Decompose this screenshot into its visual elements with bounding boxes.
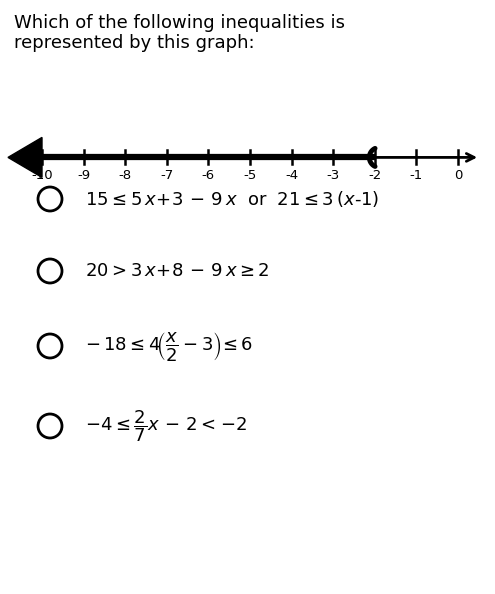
Text: -2: -2 [368, 169, 382, 182]
Text: -4: -4 [285, 169, 298, 182]
Text: $-\,18\leq 4\!\left(\dfrac{x}{2}-3\right)\!\leq 6$: $-\,18\leq 4\!\left(\dfrac{x}{2}-3\right… [85, 330, 253, 362]
Text: $15\leq 5\,x\!+\!3\,-\,9\,x$  or  $21\leq 3\,(x$-$1)$: $15\leq 5\,x\!+\!3\,-\,9\,x$ or $21\leq … [85, 189, 380, 209]
Text: 0: 0 [454, 169, 462, 182]
Text: -8: -8 [119, 169, 132, 182]
Text: -1: -1 [410, 169, 423, 182]
Text: Which of the following inequalities is: Which of the following inequalities is [14, 14, 345, 32]
Circle shape [38, 334, 62, 358]
Text: $20>3\,x\!+\!8\,-\,9\,x\geq 2$: $20>3\,x\!+\!8\,-\,9\,x\geq 2$ [85, 262, 270, 280]
Text: $-4\leq\dfrac{2}{7}x\,-\,2<\!-\!2$: $-4\leq\dfrac{2}{7}x\,-\,2<\!-\!2$ [85, 408, 248, 444]
Text: represented by this graph:: represented by this graph: [14, 34, 254, 52]
Text: -9: -9 [77, 169, 90, 182]
Text: -6: -6 [202, 169, 215, 182]
Text: -7: -7 [160, 169, 173, 182]
Circle shape [38, 259, 62, 283]
Circle shape [38, 187, 62, 211]
Polygon shape [8, 137, 42, 178]
Text: -10: -10 [31, 169, 53, 182]
Text: -3: -3 [327, 169, 340, 182]
Text: -5: -5 [244, 169, 256, 182]
Circle shape [38, 414, 62, 438]
